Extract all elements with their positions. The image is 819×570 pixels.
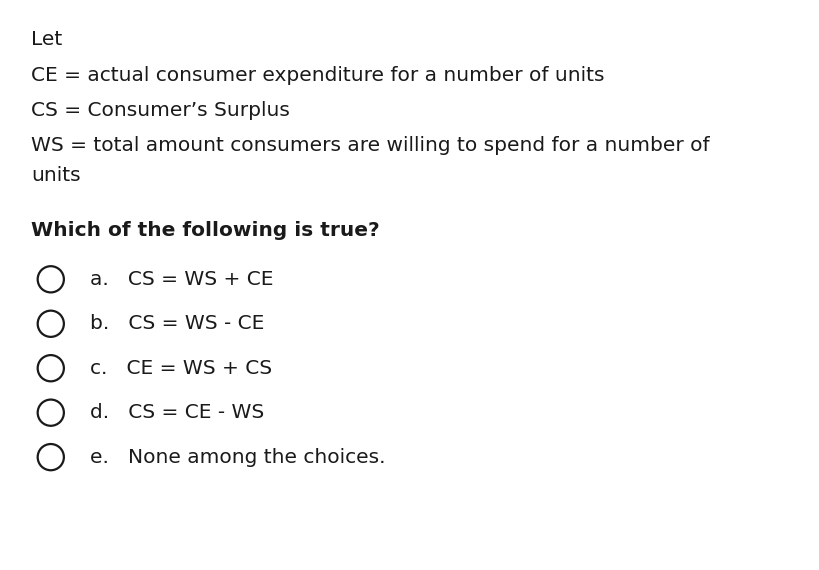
- Text: Which of the following is true?: Which of the following is true?: [31, 221, 380, 240]
- Text: c.   CE = WS + CS: c. CE = WS + CS: [90, 359, 272, 378]
- Text: e.   None among the choices.: e. None among the choices.: [90, 447, 386, 467]
- Text: b.   CS = WS - CE: b. CS = WS - CE: [90, 314, 265, 333]
- Text: WS = total amount consumers are willing to spend for a number of: WS = total amount consumers are willing …: [31, 136, 710, 156]
- Text: Let: Let: [31, 30, 62, 50]
- Text: d.   CS = CE - WS: d. CS = CE - WS: [90, 403, 265, 422]
- Text: CE = actual consumer expenditure for a number of units: CE = actual consumer expenditure for a n…: [31, 66, 604, 85]
- Text: units: units: [31, 166, 81, 185]
- Text: a.   CS = WS + CE: a. CS = WS + CE: [90, 270, 274, 289]
- Text: CS = Consumer’s Surplus: CS = Consumer’s Surplus: [31, 101, 290, 120]
